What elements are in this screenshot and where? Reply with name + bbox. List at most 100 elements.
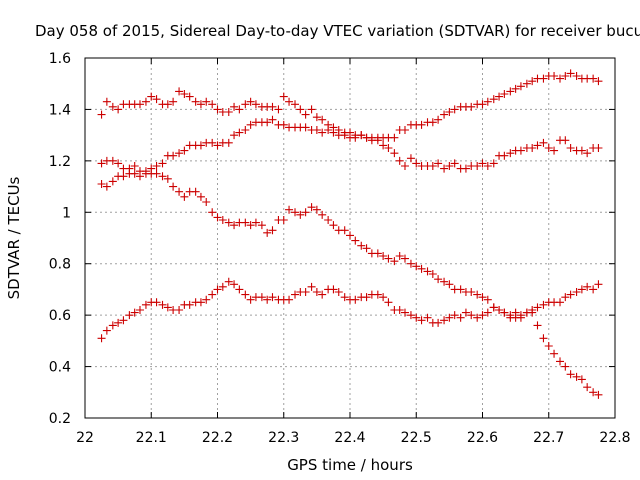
data-point xyxy=(506,311,515,320)
data-point xyxy=(550,349,559,358)
data-point xyxy=(185,92,194,101)
data-point xyxy=(445,108,454,116)
data-point xyxy=(312,126,321,134)
data-point xyxy=(213,141,222,150)
data-point xyxy=(556,298,565,307)
data-point xyxy=(428,162,437,170)
data-point xyxy=(478,159,487,168)
data-point xyxy=(340,293,349,302)
data-point xyxy=(406,259,415,268)
data-point xyxy=(489,303,498,312)
data-point xyxy=(318,210,327,219)
data-point xyxy=(561,136,570,145)
data-point xyxy=(296,105,305,114)
data-point xyxy=(478,293,487,302)
series-series-4 xyxy=(97,277,603,343)
data-point xyxy=(241,100,250,109)
data-point xyxy=(196,141,205,150)
data-point xyxy=(135,100,144,109)
data-point xyxy=(400,308,409,317)
data-point xyxy=(400,162,409,170)
data-point xyxy=(102,326,111,335)
data-point xyxy=(191,97,200,106)
data-point xyxy=(152,95,161,104)
data-point xyxy=(208,290,217,299)
data-point xyxy=(346,128,354,137)
data-point xyxy=(163,100,172,109)
data-point xyxy=(152,169,161,178)
data-point xyxy=(362,293,371,302)
data-point xyxy=(301,110,310,119)
data-point xyxy=(561,362,570,371)
data-point xyxy=(224,277,233,286)
x-tick-label: 22.8 xyxy=(599,430,630,446)
data-point xyxy=(357,131,366,140)
data-point xyxy=(285,295,294,304)
data-point xyxy=(467,288,476,296)
data-point xyxy=(235,105,244,114)
data-point xyxy=(141,97,150,106)
data-point xyxy=(296,210,305,219)
data-point xyxy=(152,298,161,307)
data-point xyxy=(511,308,520,317)
data-point xyxy=(500,90,509,98)
data-point xyxy=(202,198,211,206)
data-point xyxy=(489,159,498,168)
data-point xyxy=(506,87,515,96)
data-point xyxy=(572,288,581,296)
data-point xyxy=(108,321,117,330)
data-point xyxy=(119,172,128,181)
data-point xyxy=(528,144,537,152)
data-point xyxy=(141,300,150,309)
data-point xyxy=(119,316,128,325)
data-point xyxy=(202,295,211,304)
data-point xyxy=(400,254,409,263)
data-point xyxy=(373,290,382,299)
data-point xyxy=(312,113,321,122)
data-point xyxy=(583,383,592,392)
y-tick-label: 0.2 xyxy=(49,411,71,427)
data-point xyxy=(478,311,487,320)
data-point xyxy=(312,288,321,296)
x-tick-label: 22.1 xyxy=(136,430,167,446)
data-point xyxy=(583,282,592,291)
data-point xyxy=(566,69,575,78)
y-tick-label: 1.2 xyxy=(49,154,71,170)
data-point xyxy=(594,77,603,86)
data-point xyxy=(246,97,255,106)
data-point xyxy=(130,162,139,170)
data-point xyxy=(196,100,205,109)
data-point xyxy=(594,280,603,289)
data-point xyxy=(208,100,217,109)
data-point xyxy=(213,285,222,294)
data-point xyxy=(268,102,277,111)
data-point xyxy=(483,162,492,170)
data-point xyxy=(180,146,189,155)
data-point xyxy=(97,110,106,119)
x-tick-label: 22.2 xyxy=(202,430,233,446)
data-point xyxy=(594,390,603,399)
data-point xyxy=(390,133,399,142)
data-point xyxy=(572,72,581,80)
data-point xyxy=(340,226,349,235)
data-point xyxy=(589,285,598,294)
data-point xyxy=(406,311,415,320)
data-point xyxy=(324,126,333,134)
data-point xyxy=(263,228,272,237)
data-point xyxy=(291,208,300,217)
data-point xyxy=(550,72,559,80)
data-point xyxy=(556,357,565,366)
data-point xyxy=(334,288,343,296)
data-point xyxy=(423,313,432,322)
data-point xyxy=(180,192,189,201)
data-point xyxy=(577,146,586,155)
data-point xyxy=(329,128,338,137)
data-point xyxy=(97,159,106,168)
data-point xyxy=(456,285,465,294)
data-point xyxy=(395,306,404,314)
data-point xyxy=(544,144,553,152)
data-point xyxy=(516,146,525,155)
data-point xyxy=(495,92,504,101)
data-point xyxy=(125,164,134,173)
data-point xyxy=(412,313,421,322)
